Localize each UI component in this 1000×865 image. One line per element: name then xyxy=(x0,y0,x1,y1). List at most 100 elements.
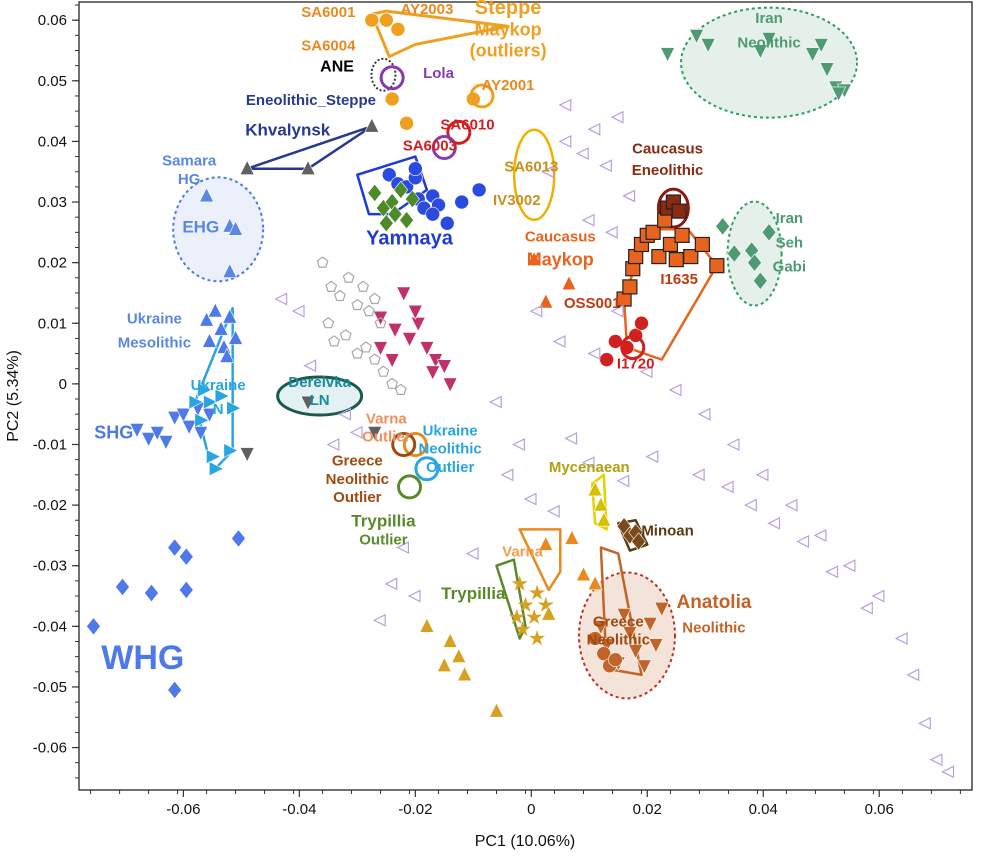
annotation-label: Greece xyxy=(593,613,644,630)
data-point-balkans xyxy=(419,617,435,633)
y-tick-label: -0.04 xyxy=(33,618,67,635)
trypillia-hull xyxy=(495,558,527,640)
data-point-iran-seh-gabi xyxy=(752,271,768,291)
data-point-magenta-group xyxy=(402,332,418,348)
data-point-background-light- xyxy=(587,347,601,361)
data-point-caucasus-maykop xyxy=(651,248,667,265)
data-point-background-grey- xyxy=(334,289,346,302)
data-point-khvalynsk xyxy=(300,159,316,175)
data-point-background-light- xyxy=(372,613,386,627)
annotation-label: Neolithic xyxy=(418,441,481,458)
annotation-label: Varna xyxy=(502,544,544,561)
data-point-magenta-group xyxy=(425,365,441,381)
annotation-label: OSS001 xyxy=(564,295,621,312)
data-point-background-light- xyxy=(274,292,288,306)
data-point-background-light- xyxy=(610,304,624,318)
data-point-caucasus-maykop xyxy=(662,236,679,253)
varna-outlier-ring xyxy=(402,431,428,457)
data-point-ehg xyxy=(228,220,244,236)
annotation-label: Ukraine xyxy=(127,310,182,327)
data-point-magenta-group xyxy=(373,341,389,357)
annotation-label: Iran xyxy=(755,10,783,27)
data-point-whg xyxy=(115,577,130,597)
data-point-background-light- xyxy=(581,456,595,470)
data-point-caucasus-samples xyxy=(608,334,623,349)
data-point-trypillia xyxy=(529,630,546,646)
i1720-ring xyxy=(620,335,646,361)
data-point-background-light- xyxy=(581,213,595,227)
x-tick-label: -0.02 xyxy=(398,801,432,818)
minoan-hull xyxy=(617,519,649,552)
data-point-background-light- xyxy=(541,165,554,179)
data-point-caucasus-maykop xyxy=(683,248,699,265)
data-point-background-light- xyxy=(303,359,317,373)
varna-hull xyxy=(518,528,562,592)
y-tick-label: -0.02 xyxy=(33,497,67,514)
anatolia-hull xyxy=(599,546,643,677)
sa6013-ellipse xyxy=(512,128,556,222)
data-point-yamnaya xyxy=(381,167,397,183)
data-point-steppe-maykop xyxy=(384,91,400,107)
data-point-anatolia-neolithic xyxy=(636,659,652,675)
annotation-label: Trypillia xyxy=(441,584,506,603)
data-point-iran-neolithic xyxy=(831,86,847,102)
annotation-label: HG xyxy=(178,171,201,188)
data-point-eneolithic-steppe xyxy=(387,204,403,224)
data-point-background-light- xyxy=(326,438,340,451)
data-point-iran-neolithic xyxy=(761,32,777,48)
data-point-background-light- xyxy=(691,468,705,482)
data-point-khvalynsk xyxy=(239,159,255,175)
annotation-label: Samara xyxy=(162,153,217,170)
data-point-whg xyxy=(178,580,194,600)
y-tick-label: 0.02 xyxy=(38,255,67,272)
data-point-background-light- xyxy=(604,225,618,239)
data-point-background-grey- xyxy=(374,317,387,329)
y-tick-label: -0.05 xyxy=(33,679,67,696)
data-point-background-grey- xyxy=(386,377,399,389)
annotation-label: Outlier xyxy=(362,428,411,445)
data-point-ukraine-mesolithic xyxy=(222,308,238,324)
data-point-steppe-maykop-outliers xyxy=(526,250,542,266)
y-tick-label: 0.05 xyxy=(38,73,67,90)
data-point-balkans xyxy=(451,647,467,663)
data-point-ehg xyxy=(222,263,238,278)
annotation-label: Caucasus xyxy=(632,141,703,158)
data-point-yamnaya xyxy=(425,206,441,222)
khvalynsk-hull xyxy=(245,125,374,170)
data-point-dereivka-ln xyxy=(300,395,316,411)
annotation-label: Khvalynsk xyxy=(245,120,331,139)
annotation-label: Neolithic xyxy=(587,632,650,649)
data-point-magenta-group xyxy=(387,323,403,339)
data-point-background-light- xyxy=(639,365,653,379)
data-point-background-light- xyxy=(599,159,612,173)
data-point-background-light- xyxy=(291,304,305,318)
data-point-background-light- xyxy=(512,438,525,451)
data-point-background-light- xyxy=(558,98,572,112)
annotation-label: Ukraine xyxy=(191,377,246,394)
data-point-dereivka-ln xyxy=(239,447,255,463)
annotation-label: I1635 xyxy=(660,271,698,288)
data-point-background-light- xyxy=(755,468,769,482)
data-point-background-grey- xyxy=(357,280,370,292)
data-point-ukraine-mesolithic xyxy=(207,302,223,318)
x-tick-label: -0.06 xyxy=(166,801,200,818)
data-point-ukraine-n xyxy=(197,382,213,398)
data-points xyxy=(86,12,955,779)
data-point-varna xyxy=(538,535,554,551)
data-point-magenta-group xyxy=(384,353,400,369)
annotation-label: SA6001 xyxy=(301,4,355,21)
annotation-label: Eneolithic_Steppe xyxy=(246,92,376,109)
data-point-ukraine-n xyxy=(226,400,242,416)
data-point-iran-neolithic xyxy=(805,47,821,63)
data-point-background-light- xyxy=(743,498,757,512)
data-point-background-light- xyxy=(622,189,636,203)
data-point-background-grey- xyxy=(325,280,338,292)
data-point-background-light- xyxy=(587,122,601,136)
data-point-background-light- xyxy=(349,425,363,439)
annotation-label: EHG xyxy=(182,217,219,236)
data-point-anatolia-neolithic xyxy=(616,607,632,623)
data-point-magenta-group xyxy=(410,317,426,332)
annotation-labels: SA6001 AY2003 SteppeMaykop(outliers)SA6004… xyxy=(94,0,806,677)
data-point-anatolia-neolithic xyxy=(599,638,615,654)
